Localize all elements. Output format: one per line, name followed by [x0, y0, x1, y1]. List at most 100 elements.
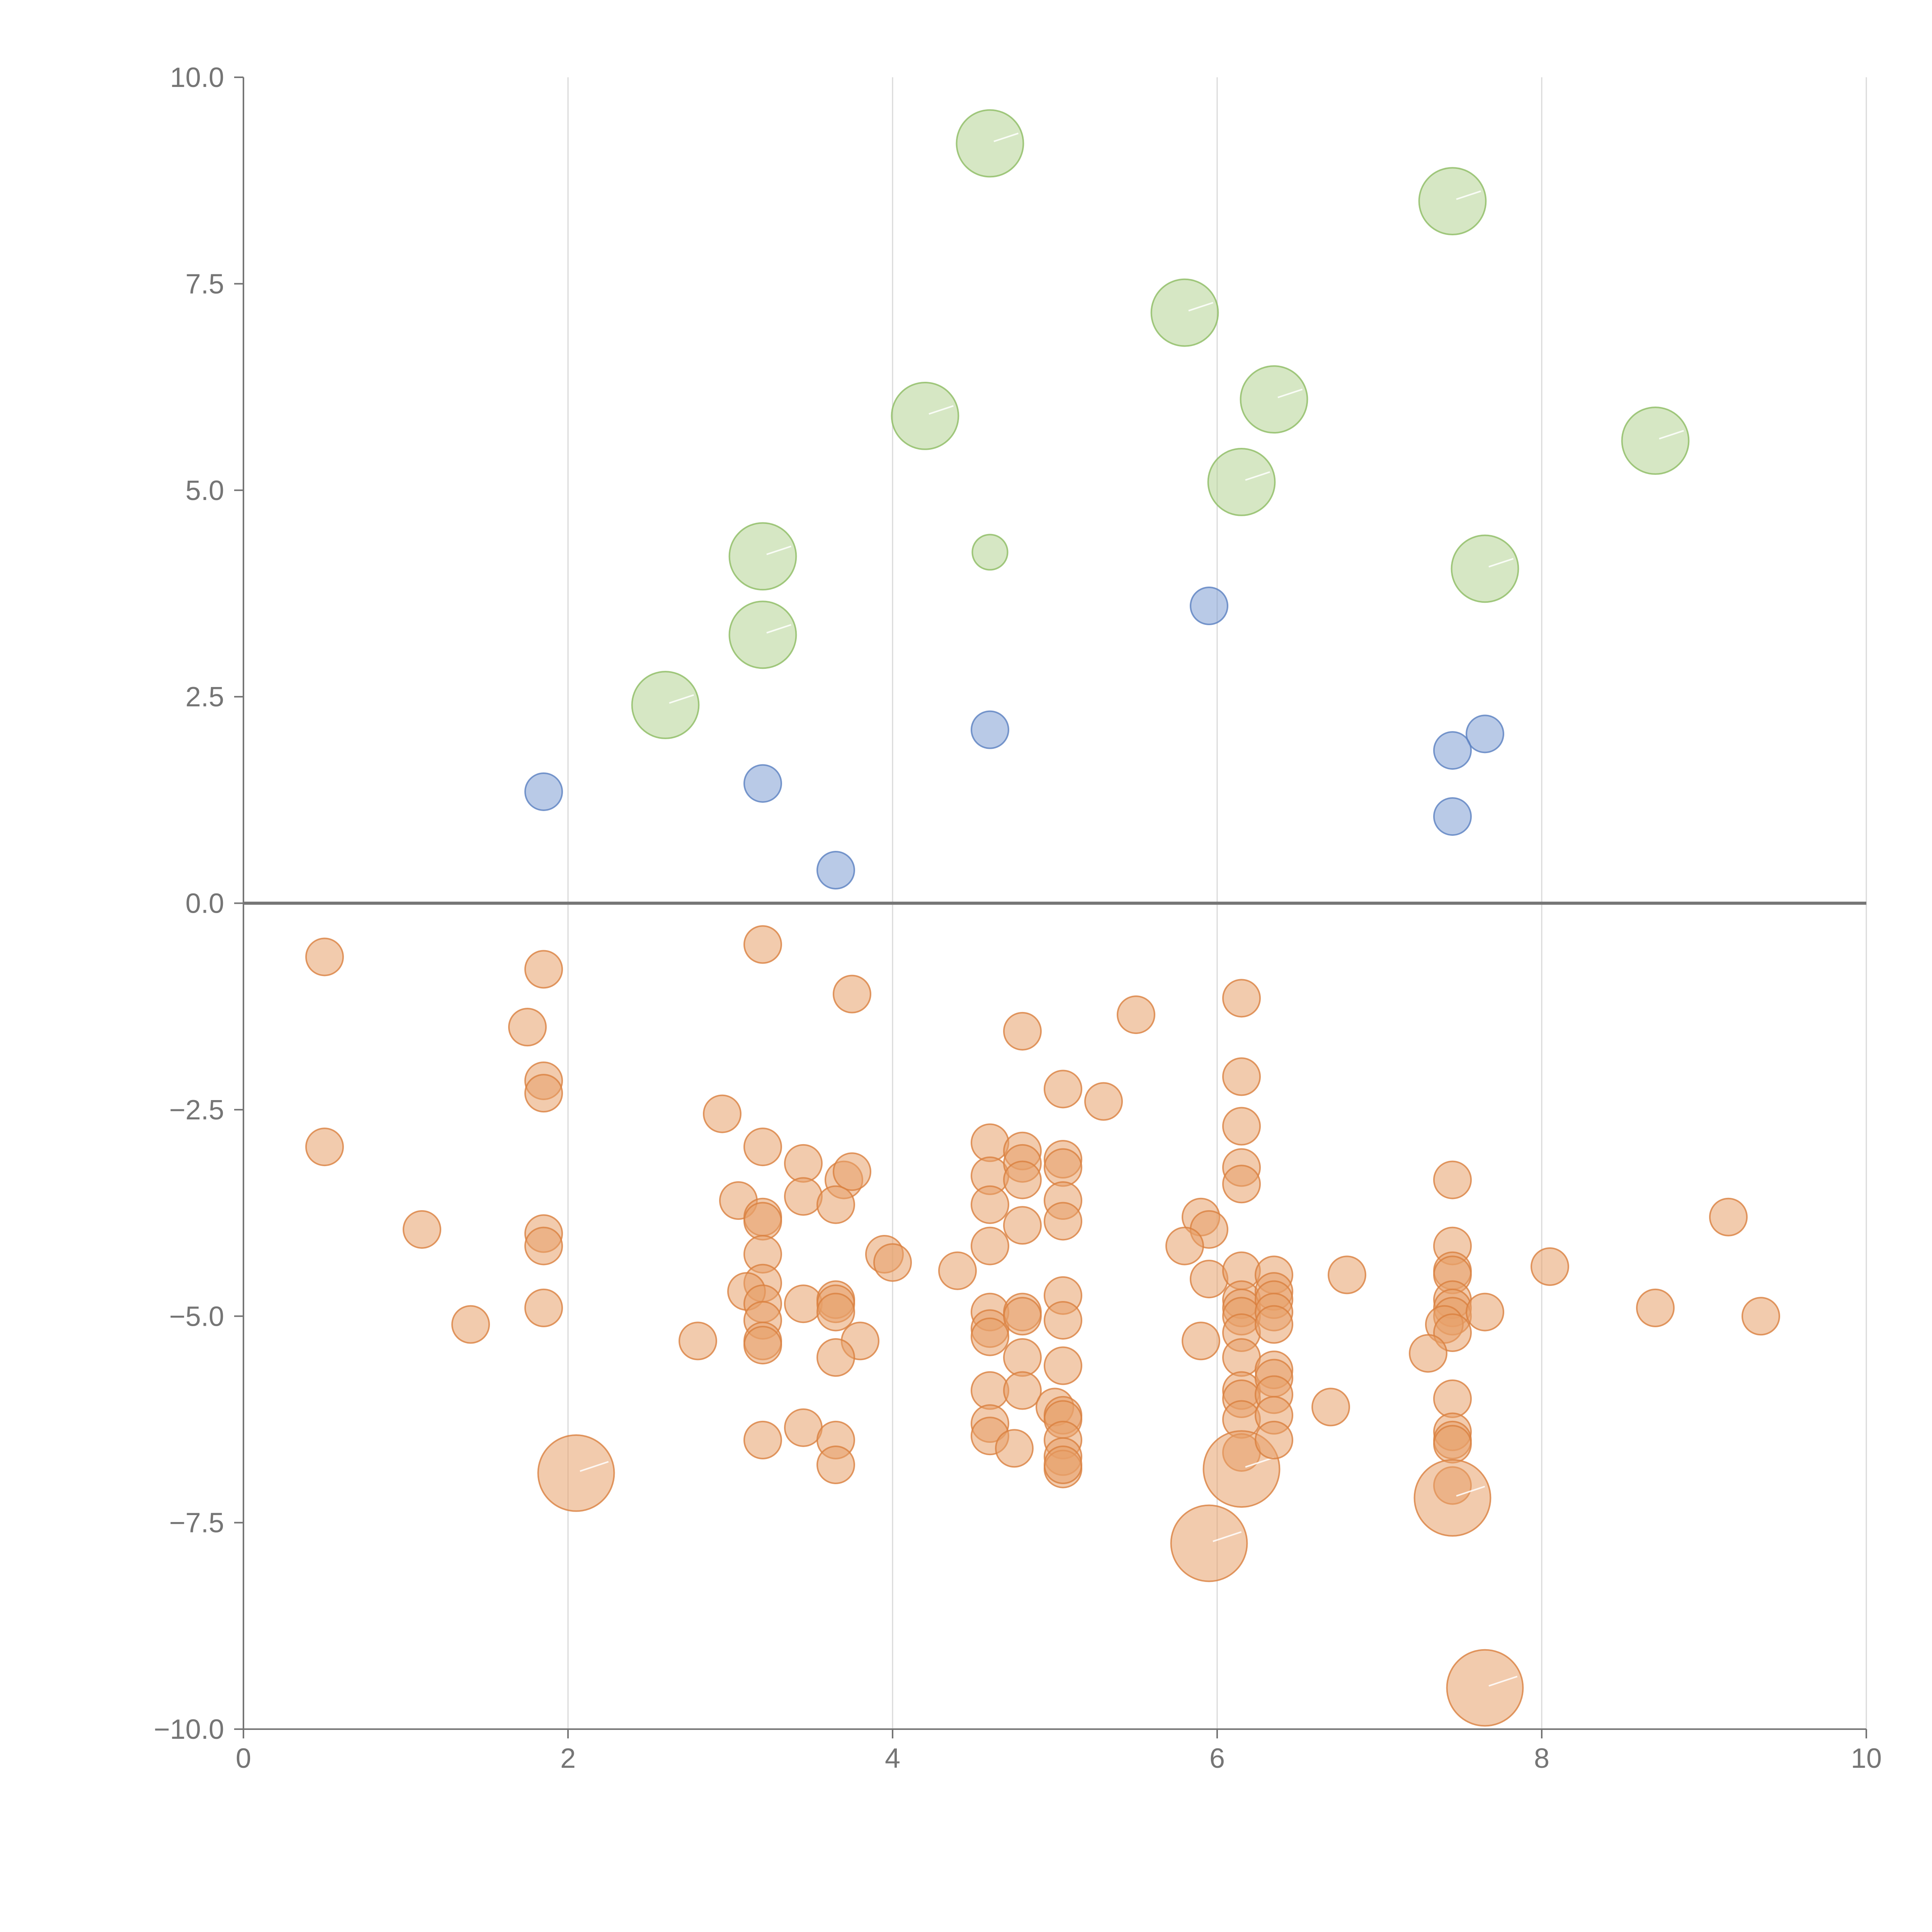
- bubble-orange-64[interactable]: [1003, 1371, 1042, 1410]
- bubble-orange-88[interactable]: [1222, 979, 1261, 1018]
- bubble-orange-31[interactable]: [833, 975, 871, 1014]
- bubble-orange-67[interactable]: [1044, 1148, 1082, 1187]
- bubble-orange-43[interactable]: [873, 1243, 912, 1282]
- bubble-blue-1[interactable]: [971, 710, 1009, 749]
- bubble-orange-26[interactable]: [743, 1420, 782, 1459]
- bubble-orange-41[interactable]: [816, 1446, 855, 1484]
- bubble-orange-60[interactable]: [1003, 1206, 1042, 1245]
- bubble-green-4[interactable]: [891, 381, 959, 450]
- bubble-orange-33[interactable]: [833, 1152, 871, 1191]
- bubble-green-1[interactable]: [1418, 167, 1487, 236]
- bubble-orange-126[interactable]: [1433, 1379, 1472, 1418]
- bubble-orange-79[interactable]: [1044, 1446, 1082, 1484]
- bubble-green-5[interactable]: [1621, 406, 1690, 475]
- bubble-green-7[interactable]: [728, 522, 797, 591]
- bubble-orange-115[interactable]: [1328, 1255, 1366, 1294]
- bubble-orange-51[interactable]: [971, 1317, 1009, 1356]
- bubble-orange-72[interactable]: [1044, 1346, 1082, 1385]
- bubble-orange-98[interactable]: [1222, 1338, 1261, 1377]
- bubble-green-0[interactable]: [956, 109, 1024, 178]
- bubble-orange-71[interactable]: [1044, 1301, 1082, 1340]
- bubble-orange-85[interactable]: [1190, 1260, 1228, 1299]
- bubble-orange-0[interactable]: [305, 937, 344, 976]
- bubble-highlight-orange-133: [1488, 1675, 1518, 1687]
- bubble-orange-55[interactable]: [995, 1429, 1034, 1468]
- bubble-orange-48[interactable]: [971, 1226, 1009, 1265]
- bubble-orange-59[interactable]: [1003, 1160, 1042, 1199]
- bubble-orange-116[interactable]: [1433, 1160, 1472, 1199]
- bubble-orange-45[interactable]: [971, 1123, 1009, 1162]
- bubble-blue-5[interactable]: [743, 764, 782, 803]
- bubble-orange-5[interactable]: [524, 1074, 563, 1113]
- bubble-green-8[interactable]: [1451, 534, 1519, 603]
- bubble-green-3[interactable]: [1240, 365, 1308, 434]
- bubble-orange-80[interactable]: [1084, 1082, 1123, 1121]
- bubble-green-2[interactable]: [1150, 278, 1219, 347]
- bubble-orange-132[interactable]: [1466, 1293, 1504, 1332]
- y-tick-label: −10.0: [154, 1714, 224, 1745]
- bubble-blue-2[interactable]: [1466, 714, 1504, 753]
- bubble-orange-8[interactable]: [524, 1288, 563, 1327]
- bubble-orange-7[interactable]: [524, 1226, 563, 1265]
- bubble-orange-2[interactable]: [524, 950, 563, 989]
- y-tick-label: 7.5: [185, 269, 224, 299]
- bubble-orange-135[interactable]: [1636, 1288, 1675, 1327]
- bubble-orange-13[interactable]: [703, 1094, 742, 1133]
- bubble-highlight-green-11: [669, 694, 694, 704]
- bubble-orange-18[interactable]: [743, 1202, 782, 1241]
- bubble-orange-37[interactable]: [816, 1293, 855, 1332]
- bubble-orange-25[interactable]: [743, 1326, 782, 1365]
- bubble-orange-81[interactable]: [1117, 995, 1155, 1034]
- x-tick-label: 2: [560, 1743, 576, 1774]
- bubble-blue-3[interactable]: [1433, 731, 1472, 770]
- bubble-orange-65[interactable]: [1044, 1070, 1082, 1109]
- bubble-orange-39[interactable]: [816, 1338, 855, 1377]
- bubble-orange-113[interactable]: [1255, 1420, 1293, 1459]
- bubble-orange-137[interactable]: [1742, 1297, 1780, 1336]
- bubble-orange-11[interactable]: [537, 1434, 615, 1512]
- bubble-orange-125[interactable]: [1409, 1334, 1447, 1373]
- bubble-orange-69[interactable]: [1044, 1202, 1082, 1241]
- bubble-orange-1[interactable]: [305, 1128, 344, 1167]
- bubble-orange-134[interactable]: [1531, 1247, 1569, 1286]
- bubble-orange-108[interactable]: [1255, 1305, 1293, 1344]
- bubble-orange-129[interactable]: [1433, 1425, 1472, 1464]
- bubble-orange-133[interactable]: [1446, 1649, 1524, 1727]
- bubble-blue-7[interactable]: [816, 851, 855, 889]
- bubble-orange-47[interactable]: [971, 1185, 1009, 1224]
- bubble-orange-90[interactable]: [1222, 1107, 1261, 1146]
- bubble-orange-27[interactable]: [784, 1144, 823, 1183]
- bubble-orange-92[interactable]: [1222, 1165, 1261, 1204]
- bubble-orange-87[interactable]: [1170, 1504, 1248, 1582]
- bubble-orange-28[interactable]: [784, 1177, 823, 1216]
- bubble-orange-52[interactable]: [971, 1371, 1009, 1410]
- bubble-orange-89[interactable]: [1222, 1057, 1261, 1096]
- bubble-orange-84[interactable]: [1165, 1226, 1204, 1265]
- bubble-orange-44[interactable]: [938, 1251, 977, 1290]
- bubble-orange-63[interactable]: [1003, 1338, 1042, 1377]
- bubble-orange-15[interactable]: [743, 1128, 782, 1167]
- bubble-blue-0[interactable]: [1190, 587, 1228, 625]
- bubble-highlight-green-4: [929, 405, 954, 415]
- bubble-orange-10[interactable]: [451, 1305, 490, 1344]
- bubble-blue-6[interactable]: [1433, 797, 1472, 836]
- bubble-green-11[interactable]: [631, 671, 700, 739]
- bubble-orange-34[interactable]: [816, 1185, 855, 1224]
- bubble-green-9[interactable]: [971, 534, 1009, 571]
- bubble-green-10[interactable]: [728, 600, 797, 669]
- bubble-orange-9[interactable]: [403, 1210, 441, 1249]
- bubble-orange-14[interactable]: [743, 925, 782, 964]
- bubble-orange-114[interactable]: [1311, 1388, 1350, 1427]
- bubble-orange-12[interactable]: [679, 1321, 717, 1361]
- bubble-blue-4[interactable]: [524, 772, 563, 811]
- bubble-orange-3[interactable]: [508, 1008, 547, 1047]
- bubble-orange-136[interactable]: [1709, 1197, 1748, 1236]
- bubble-green-6[interactable]: [1207, 447, 1276, 516]
- bubble-orange-56[interactable]: [1003, 1012, 1042, 1051]
- bubble-orange-30[interactable]: [784, 1408, 823, 1447]
- bubble-orange-86[interactable]: [1182, 1321, 1220, 1361]
- bubble-orange-131[interactable]: [1413, 1459, 1492, 1537]
- bubble-orange-29[interactable]: [784, 1284, 823, 1323]
- bubble-orange-62[interactable]: [1003, 1297, 1042, 1336]
